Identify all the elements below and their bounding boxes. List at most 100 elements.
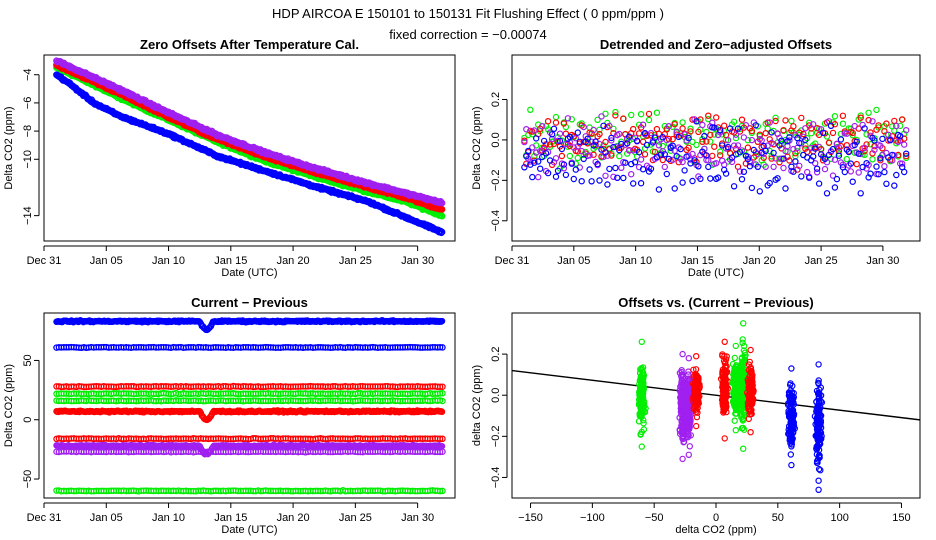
x-tick-label: Jan 30 xyxy=(401,255,434,267)
data-point xyxy=(754,150,762,158)
data-point xyxy=(813,124,821,132)
data-point xyxy=(796,162,803,170)
data-point xyxy=(572,166,580,173)
data-point xyxy=(539,122,546,130)
x-tick-label: Jan 25 xyxy=(805,255,838,267)
data-point xyxy=(566,152,574,160)
data-point xyxy=(576,138,584,145)
data-point xyxy=(887,136,894,144)
data-point xyxy=(673,128,680,135)
data-point xyxy=(594,116,601,124)
data-point xyxy=(770,149,777,157)
data-point xyxy=(693,118,700,125)
data-point xyxy=(808,144,815,152)
data-point xyxy=(829,172,837,179)
data-point xyxy=(544,117,552,125)
data-point xyxy=(641,151,649,158)
data-point xyxy=(815,180,823,187)
data-point xyxy=(671,120,678,128)
data-point xyxy=(812,145,819,152)
data-point xyxy=(635,130,643,137)
data-point xyxy=(772,117,779,125)
data-point xyxy=(762,163,769,170)
data-point xyxy=(857,190,864,197)
series-purple xyxy=(53,448,446,456)
data-point xyxy=(588,178,595,185)
x-tick-label: Jan 20 xyxy=(277,512,310,524)
data-point xyxy=(631,158,639,166)
data-point xyxy=(861,144,868,152)
data-point xyxy=(643,141,651,149)
data-point xyxy=(540,137,548,145)
data-point xyxy=(853,138,860,145)
data-point xyxy=(748,136,756,144)
data-point xyxy=(645,116,653,124)
data-point xyxy=(849,178,856,185)
data-point xyxy=(596,126,603,134)
data-point xyxy=(861,151,868,158)
data-point xyxy=(766,179,773,187)
data-point xyxy=(439,390,446,397)
x-tick-label: Dec 31 xyxy=(27,512,62,524)
data-point xyxy=(821,155,829,163)
data-point xyxy=(715,174,722,181)
data-point xyxy=(665,122,673,130)
data-point xyxy=(857,112,864,119)
data-point xyxy=(730,142,738,149)
data-point xyxy=(673,152,680,160)
data-point xyxy=(685,134,692,142)
data-point xyxy=(881,162,888,170)
data-point xyxy=(637,110,645,118)
x-tick-label: Jan 10 xyxy=(619,255,652,267)
data-point xyxy=(438,408,446,416)
data-point xyxy=(531,159,538,166)
data-point xyxy=(596,130,603,138)
data-point xyxy=(661,151,669,158)
data-point xyxy=(580,138,587,146)
data-point xyxy=(438,228,446,236)
data-point xyxy=(438,199,446,207)
data-point xyxy=(699,121,706,129)
data-point xyxy=(535,158,542,165)
data-point xyxy=(687,160,694,167)
data-point xyxy=(580,123,587,131)
data-point xyxy=(875,170,882,178)
data-point xyxy=(558,152,566,160)
data-point xyxy=(616,146,623,154)
data-point xyxy=(436,343,444,351)
x-tick-label: Jan 25 xyxy=(339,255,372,267)
data-point xyxy=(701,132,708,140)
data-point xyxy=(614,174,621,181)
x-tick-label: Jan 05 xyxy=(90,255,123,267)
data-point xyxy=(679,179,686,186)
data-point xyxy=(863,159,870,167)
data-point xyxy=(703,152,710,159)
data-point xyxy=(663,136,671,144)
data-point xyxy=(697,175,704,182)
data-point xyxy=(754,163,762,170)
data-point xyxy=(790,168,797,175)
data-point xyxy=(760,154,767,161)
data-point xyxy=(661,163,669,171)
data-point xyxy=(717,148,724,155)
data-point xyxy=(756,188,764,195)
data-point xyxy=(657,151,665,158)
data-point xyxy=(602,138,609,146)
data-point xyxy=(552,155,560,162)
data-point xyxy=(552,173,560,180)
data-point xyxy=(612,108,619,116)
data-point xyxy=(891,182,898,189)
data-point xyxy=(679,125,686,132)
data-point xyxy=(871,146,878,154)
data-point xyxy=(810,153,817,160)
data-point xyxy=(711,143,718,150)
series-green xyxy=(53,397,446,405)
data-point xyxy=(594,160,601,168)
data-point xyxy=(620,115,627,122)
data-point xyxy=(831,120,839,128)
data-point xyxy=(711,131,718,138)
data-point xyxy=(823,190,831,197)
data-point xyxy=(742,121,750,129)
data-point xyxy=(633,137,641,144)
